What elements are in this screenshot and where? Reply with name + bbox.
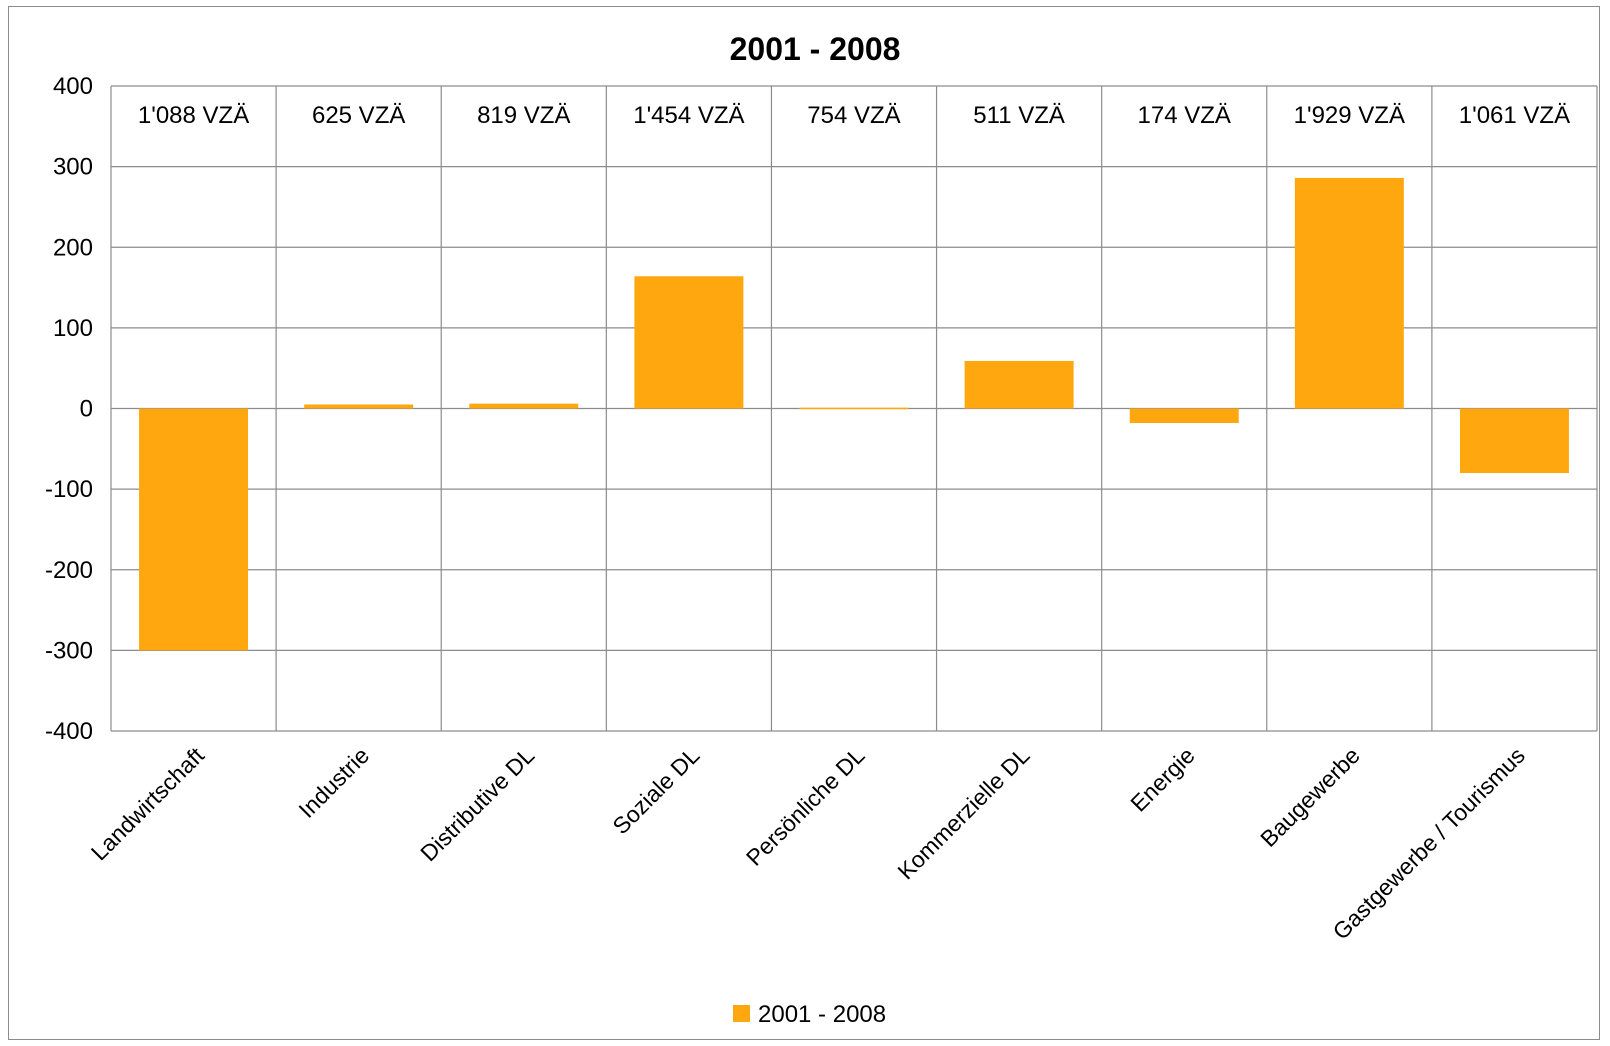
bar-landwirtschaft: [139, 408, 249, 651]
bar-industrie: [304, 404, 414, 409]
y-tick-label: -400: [45, 718, 93, 745]
x-axis-labels: Landwirtschaft Industrie Distributive DL So…: [86, 742, 1530, 945]
annotation-label: 1'929 VZÄ: [1294, 102, 1405, 129]
bar-energie: [1129, 408, 1239, 424]
annotation-label: 511 VZÄ: [973, 102, 1065, 129]
bar-distributive-dl: [469, 403, 579, 409]
legend-label: 2001 - 2008: [758, 1001, 886, 1028]
annotation-label: 174 VZÄ: [1138, 102, 1231, 129]
x-tick-label: Persönliche DL: [741, 742, 870, 871]
annotations: 1'088 VZÄ 625 VZÄ 819 VZÄ 1'454 VZÄ 754 VZÄ 5…: [138, 102, 1570, 129]
annotation-label: 1'454 VZÄ: [633, 102, 744, 129]
grid: [110, 85, 1598, 732]
legend: 2001 - 2008: [733, 1001, 886, 1028]
bar-gastgewerbe-tourismus: [1459, 408, 1569, 473]
bar-kommerzielle-dl: [964, 360, 1074, 409]
x-tick-label: Soziale DL: [607, 742, 704, 839]
x-tick-label: Landwirtschaft: [86, 742, 210, 866]
annotation-label: 819 VZÄ: [477, 102, 570, 129]
y-tick-label: 300: [53, 154, 93, 181]
y-tick-label: -300: [45, 637, 93, 664]
x-tick-label: Energie: [1125, 742, 1199, 816]
y-tick-label: -100: [45, 476, 93, 503]
bar-baugewerbe: [1294, 177, 1404, 409]
annotation-label: 1'061 VZÄ: [1459, 102, 1570, 129]
bar-soziale-dl: [634, 276, 744, 409]
y-tick-label: 400: [53, 73, 93, 100]
x-tick-label: Distributive DL: [415, 742, 539, 866]
bar-pers-nliche-dl: [799, 407, 909, 410]
x-tick-label: Kommerzielle DL: [892, 742, 1034, 884]
y-tick-label: -200: [45, 557, 93, 584]
y-axis-ticks: 400 300 200 100 0 -100 -200 -300 -400: [45, 73, 93, 745]
x-tick-label: Gastgewerbe / Tourismus: [1327, 742, 1529, 944]
chart-title: 2001 - 2008: [730, 31, 901, 67]
bars: [139, 177, 1569, 651]
x-tick-label: Baugewerbe: [1255, 742, 1365, 852]
y-tick-label: 200: [53, 234, 93, 261]
annotation-label: 754 VZÄ: [807, 102, 900, 129]
annotation-label: 625 VZÄ: [312, 102, 405, 129]
y-tick-label: 0: [80, 396, 93, 423]
legend-swatch: [733, 1005, 750, 1022]
x-tick-label: Industrie: [293, 742, 374, 823]
y-tick-label: 100: [53, 315, 93, 342]
annotation-label: 1'088 VZÄ: [138, 102, 249, 129]
